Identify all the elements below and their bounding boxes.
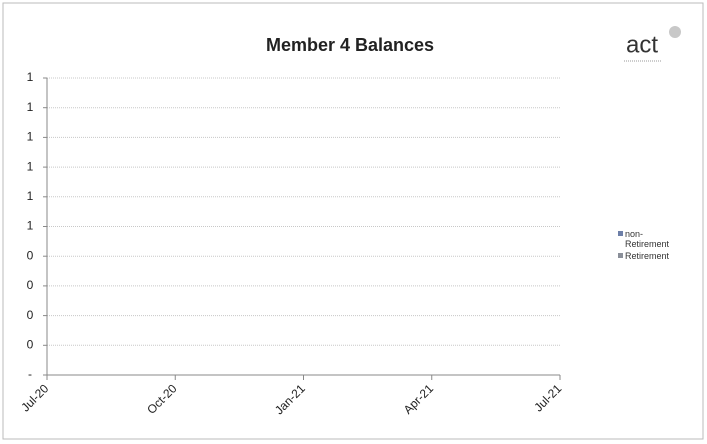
y-tick-label: 1 xyxy=(27,159,34,173)
y-tick-label: 0 xyxy=(27,337,34,351)
y-tick-label: 1 xyxy=(27,70,34,84)
legend-label: non-Retirement xyxy=(625,229,670,249)
y-tick-label: 1 xyxy=(27,189,34,203)
y-tick-label: 0 xyxy=(27,248,34,262)
y-tick-label: 0 xyxy=(27,308,34,322)
y-tick-label: 0 xyxy=(27,278,34,292)
y-tick-label: 1 xyxy=(27,219,34,233)
y-tick-label: 1 xyxy=(27,130,34,144)
legend-swatch xyxy=(618,253,623,258)
y-tick-label: - xyxy=(28,367,32,381)
chart-frame xyxy=(2,2,704,440)
logo-badge xyxy=(669,26,681,38)
chart-title: Member 4 Balances xyxy=(266,35,434,55)
legend-entry: Retirement xyxy=(618,251,685,261)
legend-label: Retirement xyxy=(625,251,670,261)
legend-entry: non-Retirement xyxy=(618,229,670,249)
logo: act xyxy=(626,31,658,58)
legend-swatch xyxy=(618,231,623,236)
y-tick-label: 1 xyxy=(27,100,34,114)
